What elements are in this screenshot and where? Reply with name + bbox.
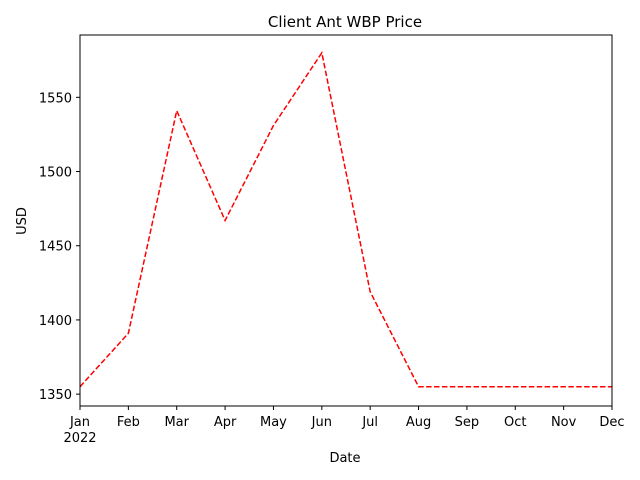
x-tick-label: Mar [164, 415, 189, 430]
plot-frame [79, 34, 613, 407]
x-tick-label: Dec [599, 415, 624, 430]
y-tick-label: 1500 [39, 166, 72, 181]
x-tick-label: Nov [551, 415, 577, 430]
series-line [79, 50, 612, 388]
x-tick-label: Oct [504, 415, 526, 430]
x-tick-label: Apr [214, 415, 237, 430]
chart-title: Client Ant WBP Price [268, 13, 422, 31]
y-tick-label: 1400 [39, 314, 72, 329]
x-tick-label: Jan [69, 415, 90, 430]
x-tick-label: May [260, 415, 287, 430]
y-axis-title: USD [15, 207, 30, 235]
y-tick-label: 1450 [39, 240, 72, 255]
x-axis-title: Date [329, 451, 360, 466]
x-tick-label: Aug [406, 415, 431, 430]
x-axis: Jan Feb Mar Apr May Jun Jul Aug Sep Oct Nov Dec [69, 406, 625, 430]
x-tick-label: Jun [311, 415, 332, 430]
x-tick-label: Jul [361, 415, 378, 430]
x-year-label: 2022 [63, 431, 96, 446]
x-tick-label: Feb [117, 415, 140, 430]
y-tick-label: 1550 [39, 91, 72, 106]
y-tick-label: 1350 [39, 388, 72, 403]
x-tick-label: Sep [455, 415, 480, 430]
y-axis: 1350 1400 1450 1500 1550 [39, 91, 80, 403]
